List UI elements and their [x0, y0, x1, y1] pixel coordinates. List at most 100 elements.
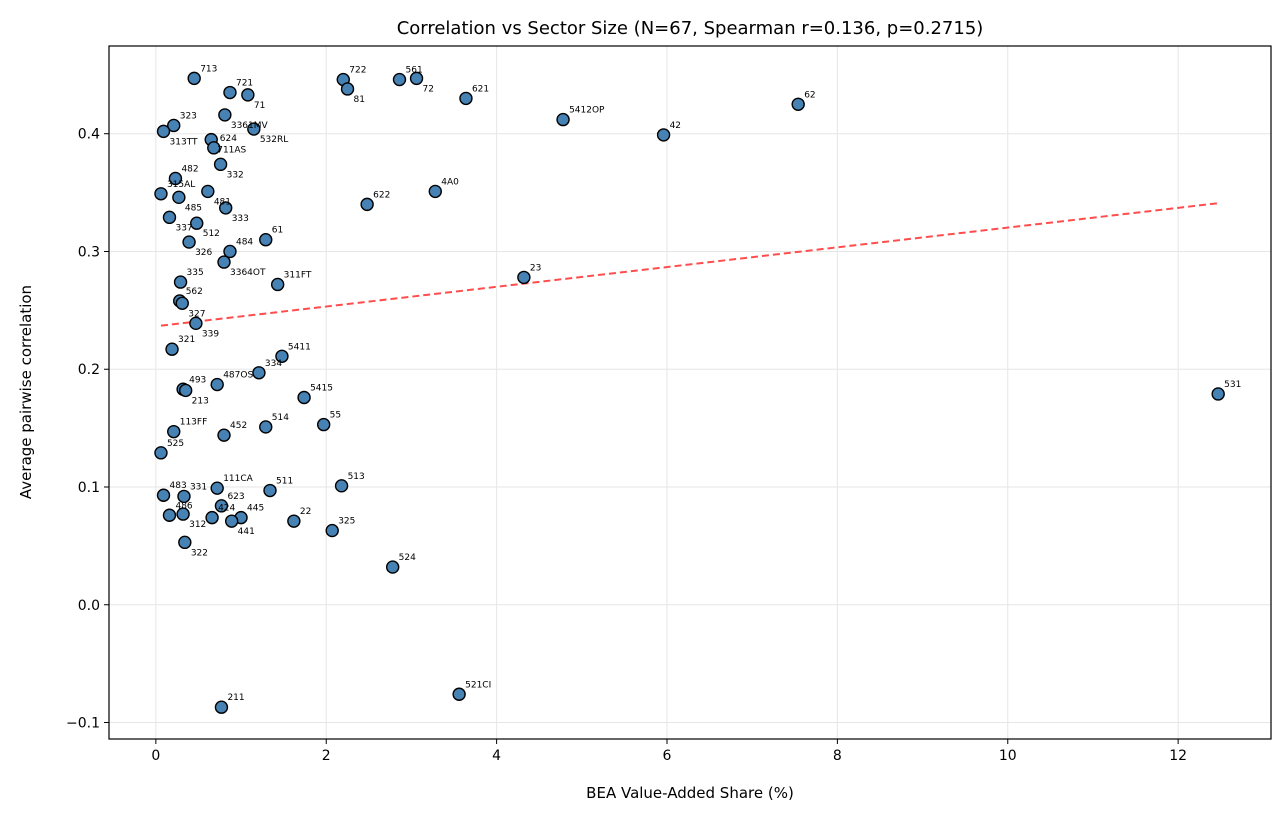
point-label: 532RL [260, 135, 288, 145]
point-label: 312 [189, 520, 206, 530]
point-label: 311FT [284, 270, 312, 280]
point-label: 333 [232, 214, 249, 224]
data-point [223, 244, 237, 259]
data-point [182, 235, 196, 249]
data-point [162, 210, 177, 225]
y-tick-label: 0.1 [78, 480, 100, 496]
point-label: 111CA [223, 474, 253, 484]
point-label: 81 [354, 95, 365, 105]
point-label: 3364OT [230, 268, 266, 278]
data-point [218, 108, 232, 122]
point-label: 23 [530, 263, 541, 273]
data-point [165, 342, 179, 356]
data-point [175, 296, 189, 310]
point-label: 483 [170, 481, 187, 491]
x-tick-label: 0 [151, 748, 160, 764]
point-label: 484 [236, 237, 253, 247]
data-point [156, 488, 171, 502]
point-label: 511 [276, 477, 293, 487]
data-point [189, 316, 203, 331]
data-point [275, 349, 289, 363]
x-tick-label: 2 [322, 748, 331, 764]
data-point [167, 424, 181, 439]
x-tick-label: 12 [1169, 748, 1187, 764]
y-tick-label: −0.1 [66, 716, 100, 732]
point-label: 211 [227, 693, 244, 703]
x-tick-label: 4 [492, 748, 501, 764]
point-label: 334 [265, 359, 282, 369]
point-label: 713 [200, 64, 217, 74]
point-label: 493 [189, 375, 206, 385]
point-label: 524 [399, 553, 416, 563]
x-tick-label: 8 [833, 748, 842, 764]
point-label: 72 [423, 84, 434, 94]
point-label: 113FF [180, 418, 208, 428]
x-tick-label: 10 [999, 748, 1017, 764]
ticks: 0 2 4 6 8 10 12 −0.1 0.0 0.1 0.2 0.3 0.4 [66, 127, 1187, 764]
data-point [656, 128, 671, 142]
point-label: 325 [338, 517, 355, 527]
data-point [167, 118, 181, 133]
data-point [287, 514, 301, 528]
data-point [177, 489, 191, 504]
data-point [207, 141, 221, 155]
point-label: 71 [254, 101, 265, 111]
data-point [297, 390, 311, 405]
grid [109, 46, 1271, 739]
data-point [217, 255, 231, 269]
point-label: 5415 [310, 384, 333, 394]
x-tick-label: 6 [663, 748, 672, 764]
point-label: 424 [218, 504, 235, 514]
point-label: 623 [227, 492, 244, 502]
point-label: 331 [190, 482, 207, 492]
data-point [190, 216, 204, 230]
data-point [325, 523, 339, 538]
point-label: 4A0 [441, 177, 459, 187]
point-label: 213 [192, 396, 209, 406]
point-label: 562 [186, 287, 203, 297]
data-point [252, 366, 266, 380]
point-label: 5412OP [569, 106, 605, 116]
data-point [409, 71, 424, 86]
data-point [223, 85, 237, 100]
point-label: 445 [247, 504, 264, 514]
point-label: 481 [214, 197, 231, 207]
data-point [217, 428, 231, 442]
trend-line-group [160, 202, 1219, 327]
y-tick-label: 0.4 [78, 127, 100, 143]
data-point [340, 82, 355, 96]
point-label: 322 [191, 548, 208, 558]
data-point [452, 687, 466, 701]
data-point [270, 277, 285, 292]
point-label: 525 [167, 439, 184, 449]
point-label: 62 [804, 90, 815, 100]
point-label: 326 [195, 248, 212, 258]
data-point [178, 535, 192, 550]
data-point [392, 72, 407, 87]
data-point [1211, 387, 1225, 401]
data-point [154, 446, 168, 460]
point-label: 622 [373, 190, 390, 200]
data-point [459, 91, 473, 106]
data-point [259, 420, 273, 434]
point-label: 721 [236, 79, 253, 89]
y-tick-label: 0.2 [78, 362, 100, 378]
point-label: 61 [272, 226, 283, 236]
point-label: 452 [230, 421, 247, 431]
data-point [156, 124, 171, 139]
point-label: 327 [188, 309, 205, 319]
data-point [162, 508, 177, 522]
point-label: 722 [349, 66, 366, 76]
point-label: 531 [1224, 380, 1241, 390]
points-group [154, 71, 1225, 714]
data-point [173, 275, 188, 289]
point-label: 521CI [465, 680, 491, 690]
point-label: 332 [227, 170, 244, 180]
data-point [263, 483, 277, 498]
data-point [214, 499, 229, 513]
point-label: 55 [330, 411, 341, 421]
data-point [205, 510, 219, 525]
point-label: 514 [272, 413, 289, 423]
data-point [556, 112, 570, 127]
